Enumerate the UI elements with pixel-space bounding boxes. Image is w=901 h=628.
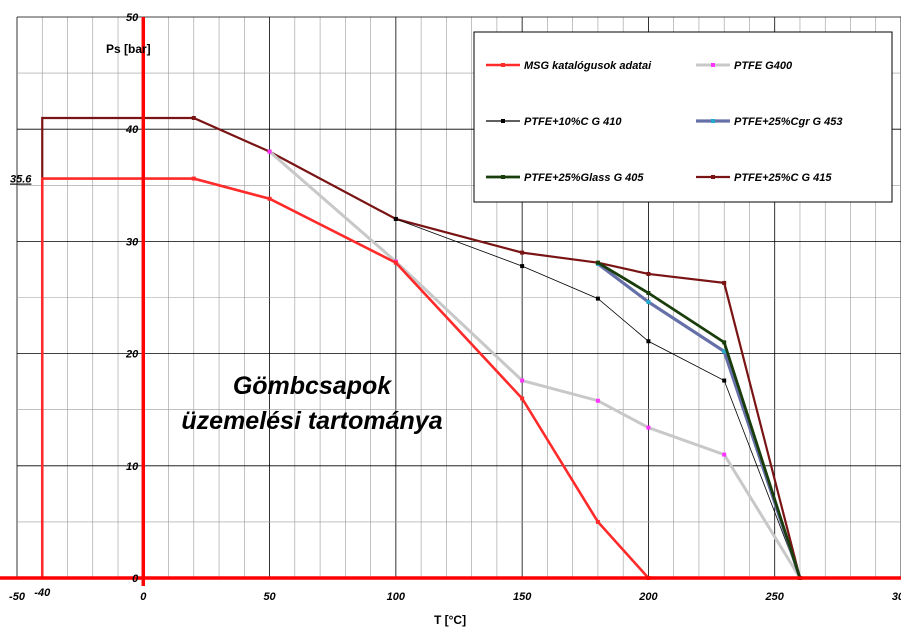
legend-marker <box>711 63 715 67</box>
data-point <box>267 196 272 201</box>
y-tick-label: 40 <box>125 124 139 136</box>
data-point <box>646 291 651 296</box>
x-tick-label-extra: -40 <box>34 587 51 599</box>
y-tick-label: 20 <box>125 349 139 361</box>
x-axis-title: T [°C] <box>434 613 466 627</box>
series-line-msg-katal-gusok-adatai <box>40 177 650 579</box>
x-tick-label: 150 <box>513 591 532 603</box>
legend-label: PTFE+25%Glass G 405 <box>524 172 644 184</box>
series-line-ptfe-25-glass-g-405 <box>597 261 802 579</box>
data-point <box>393 216 398 221</box>
legend-marker <box>501 175 505 179</box>
data-point <box>595 519 600 524</box>
x-tick-label: -50 <box>9 591 26 603</box>
legend-label: PTFE+25%C G 415 <box>734 172 832 184</box>
x-tick-label: 50 <box>263 591 276 603</box>
x-tick-label: 250 <box>765 591 785 603</box>
x-tick-label: 200 <box>638 591 658 603</box>
data-point <box>191 115 196 120</box>
data-point <box>191 176 196 181</box>
x-tick-label: 100 <box>387 591 406 603</box>
region-label-line-1: Gömbcsapok <box>233 372 392 400</box>
data-point <box>520 250 525 255</box>
legend-box <box>473 31 893 203</box>
legend-marker <box>501 119 505 123</box>
data-point <box>393 260 398 265</box>
legend-marker <box>501 63 505 67</box>
x-tick-label: 300 <box>892 591 901 603</box>
data-point <box>646 425 651 430</box>
legend: MSG katalógusok adatai PTFE G400 PTFE+10%C… <box>473 31 893 203</box>
legend-marker <box>711 119 715 123</box>
data-point <box>646 299 651 304</box>
data-point <box>595 260 600 265</box>
y-tick-label: 10 <box>126 461 139 473</box>
data-point <box>646 271 651 276</box>
y-tick-label: 50 <box>126 12 139 24</box>
data-point <box>520 378 525 383</box>
data-point <box>722 340 727 345</box>
series-line-ptfe-g400 <box>268 150 802 579</box>
legend-marker <box>711 175 715 179</box>
data-point <box>267 149 272 154</box>
legend-label: PTFE+10%C G 410 <box>524 116 622 128</box>
data-point <box>722 280 727 285</box>
data-point <box>595 398 600 403</box>
legend-label: MSG katalógusok adatai <box>524 60 652 72</box>
data-point <box>722 378 727 383</box>
series-line-ptfe-10-c-g-410 <box>395 218 801 579</box>
legend-label: PTFE G400 <box>734 60 793 72</box>
y-tick-label-extra: 35.6 <box>10 174 32 186</box>
series-layer <box>40 115 802 580</box>
y-tick-label: 30 <box>126 236 139 248</box>
data-point <box>646 339 651 344</box>
axes <box>0 17 901 586</box>
data-point <box>520 264 525 269</box>
region-label-line-2: üzemelési tartománya <box>181 407 442 435</box>
data-point <box>722 349 727 354</box>
x-tick-label: 0 <box>140 591 147 603</box>
data-point <box>722 452 727 457</box>
data-point <box>595 296 600 301</box>
tick-labels: -50 0 50 100 150 200 250 300 0 10 20 30 40 50 -40 35.6 <box>9 12 901 603</box>
series-line-ptfe-25-c-g-415 <box>41 116 802 579</box>
legend-label: PTFE+25%Cgr G 453 <box>734 116 843 128</box>
data-point <box>520 396 525 401</box>
y-tick-label: 0 <box>132 573 139 585</box>
y-axis-title: Ps [bar] <box>106 42 151 56</box>
